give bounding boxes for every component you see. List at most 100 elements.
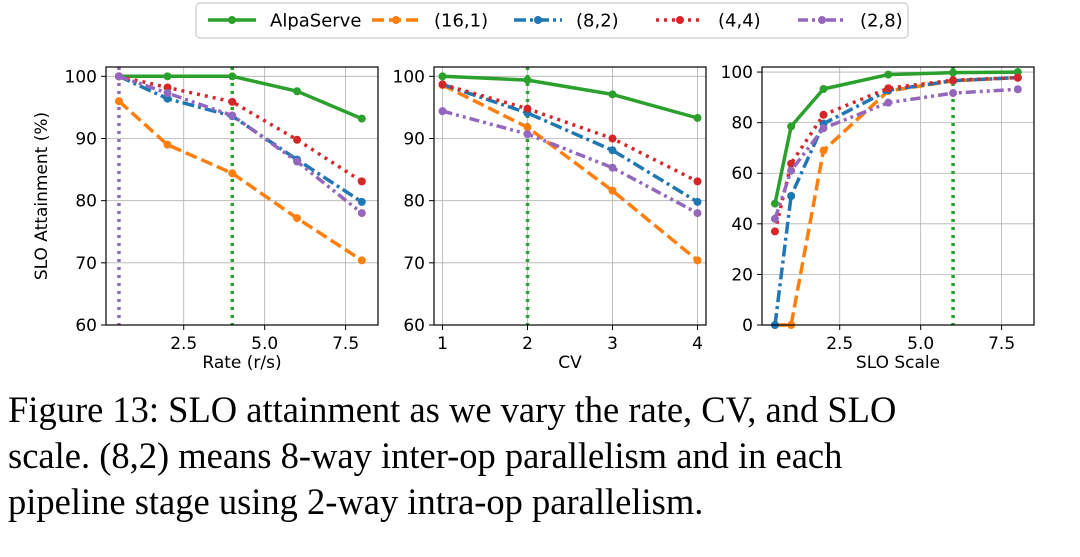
legend-label-alpaserve: AlpaServe: [270, 11, 361, 32]
legend-label-8-2: (8,2): [576, 11, 619, 32]
point-2-8-1: [770, 214, 779, 223]
series-8-2: [770, 73, 1022, 329]
y-tick-label-2: 20: [731, 265, 753, 285]
y-tick-label-3: 80: [403, 192, 425, 212]
point-2-8-1: [114, 72, 123, 81]
axes-frame: [105, 66, 379, 326]
series-line-16-1: [775, 75, 1018, 327]
y-tick-label-4: 90: [403, 129, 425, 149]
series-line-alpaserve: [773, 70, 1018, 204]
legend-marker-alpaserve: [228, 16, 236, 24]
point-4-4-1: [438, 80, 447, 89]
x-axis-label: CV: [558, 353, 582, 373]
series-line-16-1: [441, 83, 699, 262]
point-16-1-2: [523, 123, 532, 132]
series-2-8: [438, 107, 702, 218]
caption-line-2: scale. (8,2) means 8-way inter-op parall…: [8, 435, 843, 476]
point-4-4-6: [1013, 73, 1022, 82]
point-2-8-1: [438, 107, 447, 116]
x-tick-label-2: 2: [522, 334, 533, 354]
series-alpaserve: [114, 72, 366, 123]
x-tick-label-3: 3: [607, 334, 618, 354]
y-axis-label: SLO Attainment (%): [32, 112, 52, 280]
point-4-4-3: [608, 134, 617, 143]
panel-rate: 2.5 5.0 7.5 60 70 80 90 100 Rate (r/s) SLO Attain…: [32, 66, 379, 373]
legend-label-16-1: (16,1): [434, 11, 488, 32]
series-line-2-8: [773, 87, 1018, 220]
point-alpaserve-3: [819, 85, 828, 94]
series-16-1: [770, 73, 1022, 329]
y-tick-label-2: 70: [403, 254, 425, 274]
x-tick-label-1: 2.5: [826, 334, 853, 354]
point-2-8-2: [163, 89, 172, 98]
point-2-8-2: [787, 166, 796, 175]
axes-frame: [761, 66, 1035, 326]
y-tick-label-5: 100: [393, 67, 425, 87]
series-2-8: [114, 72, 366, 218]
series-4-4: [114, 72, 366, 186]
legend-item-16-1: (16,1): [372, 11, 488, 32]
series-line-2-8: [118, 74, 363, 215]
point-alpaserve-4: [884, 70, 893, 79]
series-line-4-4: [118, 74, 363, 183]
series-line-2-8: [442, 109, 699, 215]
x-tick-label-3: 7.5: [988, 334, 1015, 354]
y-tick-label-5: 100: [65, 67, 97, 87]
y-tick-label-6: 100: [721, 63, 753, 83]
point-16-1-4: [293, 214, 302, 223]
caption-line-1: Figure 13: SLO attainment as we vary the…: [8, 389, 897, 430]
series-4-4: [770, 73, 1022, 236]
point-2-8-3: [608, 163, 617, 172]
point-alpaserve-2: [163, 72, 172, 81]
x-tick-label-1: 1: [437, 334, 448, 354]
point-4-4-2: [787, 159, 796, 168]
figure-13-charts: AlpaServe (16,1) (8,2) (4,4) (2,8) 2.5 5.0 7.5…: [32, 2, 1035, 373]
point-16-1-1: [114, 97, 123, 106]
point-8-2-2: [787, 192, 796, 200]
series-line-4-4: [773, 75, 1018, 232]
point-4-4-3: [228, 97, 237, 106]
point-2-8-2: [523, 130, 532, 139]
point-2-8-6: [1013, 85, 1022, 94]
axes-frame: [433, 66, 707, 326]
series-line-8-2: [773, 75, 1018, 326]
y-tick-label-3: 40: [731, 215, 753, 235]
legend-label-2-8: (2,8): [860, 11, 903, 32]
panel-slo-scale: 2.5 5.0 7.5 0 20 40 60 80 100 SLO Scale: [721, 63, 1035, 373]
point-8-2-5: [357, 197, 366, 206]
legend-marker-8-2: [534, 16, 542, 24]
y-tick-label-1: 0: [742, 316, 753, 336]
series-2-8: [770, 85, 1022, 223]
legend-item-2-8: (2,8): [798, 11, 903, 32]
x-axis-label: Rate (r/s): [202, 353, 281, 373]
point-2-8-5: [949, 89, 958, 98]
x-tick-label-2: 5.0: [251, 334, 278, 354]
legend-label-4-4: (4,4): [718, 11, 761, 32]
panel-cv: 1 2 3 4 60 70 80 90 100 CV: [393, 66, 707, 373]
point-4-4-2: [163, 83, 172, 92]
series-4-4: [438, 80, 702, 186]
point-alpaserve-1: [438, 72, 447, 81]
point-16-1-3: [819, 146, 828, 155]
x-tick-label-2: 5.0: [907, 334, 934, 354]
legend-marker-16-1: [392, 16, 400, 24]
point-4-4-1: [770, 227, 779, 236]
legend: AlpaServe (16,1) (8,2) (4,4) (2,8): [195, 2, 909, 39]
point-8-2-4: [693, 197, 702, 206]
point-2-8-5: [357, 209, 366, 218]
point-4-4-3: [819, 110, 828, 119]
point-8-2-3: [608, 146, 617, 155]
point-alpaserve-3: [608, 90, 617, 99]
point-16-1-3: [608, 186, 617, 195]
figure-caption: Figure 13: SLO attainment as we vary the…: [8, 387, 1074, 525]
point-alpaserve-1: [770, 199, 779, 208]
x-tick-label-1: 2.5: [170, 334, 197, 354]
series-alpaserve: [770, 68, 1022, 208]
point-alpaserve-5: [357, 114, 366, 123]
point-2-8-4: [884, 98, 893, 107]
y-tick-label-3: 80: [75, 192, 97, 212]
legend-marker-2-8: [818, 16, 826, 24]
point-2-8-4: [293, 157, 302, 166]
series-line-4-4: [442, 82, 699, 183]
point-16-1-5: [357, 256, 366, 265]
